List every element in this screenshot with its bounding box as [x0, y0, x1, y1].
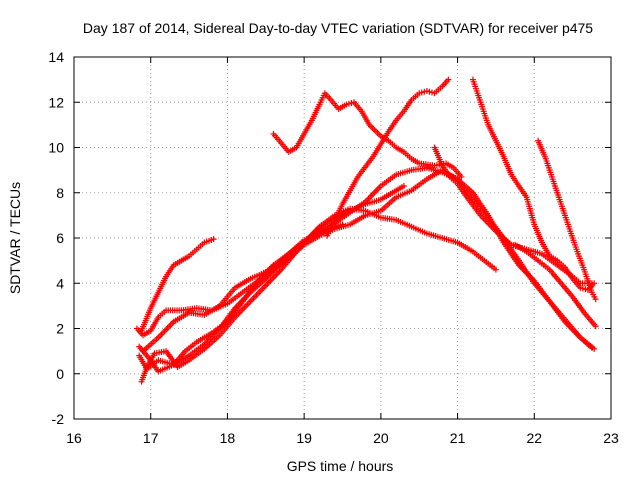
- y-tick-label: 2: [56, 321, 64, 337]
- x-tick-label: 17: [143, 430, 159, 446]
- data-point: [492, 266, 499, 273]
- x-tick-label: 19: [296, 430, 312, 446]
- x-tick-label: 20: [373, 430, 389, 446]
- x-tick-label: 18: [220, 430, 236, 446]
- y-tick-label: 8: [56, 185, 64, 201]
- data-point: [591, 345, 598, 352]
- chart-title: Day 187 of 2014, Sidereal Day-to-day VTE…: [83, 20, 593, 36]
- x-axis-label: GPS time / hours: [287, 458, 394, 474]
- data-point: [400, 182, 407, 189]
- series-track-1: [138, 236, 217, 334]
- data-point: [592, 296, 599, 303]
- data-point: [458, 173, 465, 180]
- y-tick-label: 12: [48, 94, 64, 110]
- data-point: [591, 280, 598, 287]
- data-point: [592, 323, 599, 330]
- y-tick-label: -2: [52, 411, 65, 427]
- series-track-10: [469, 76, 598, 294]
- x-tick-label: 16: [66, 430, 82, 446]
- series-track-12: [512, 241, 599, 330]
- x-tick-label: 23: [603, 430, 619, 446]
- data-point: [445, 76, 452, 83]
- series-track-3: [136, 164, 598, 373]
- series-track-6: [140, 221, 346, 355]
- data-point: [210, 236, 217, 243]
- y-tick-label: 10: [48, 140, 64, 156]
- x-tick-label: 22: [526, 430, 542, 446]
- series-track-8: [324, 76, 452, 239]
- x-tick-label: 21: [450, 430, 466, 446]
- data-markers: [133, 76, 599, 385]
- y-tick-label: 6: [56, 230, 64, 246]
- series-track-9: [431, 144, 595, 287]
- y-axis-label: SDTVAR / TECUs: [7, 182, 23, 294]
- y-tick-label: 0: [56, 366, 64, 382]
- y-tick-label: 4: [56, 275, 64, 291]
- grid-lines: [74, 57, 611, 419]
- axis-ticks: 16 17 18 19 20 21 22 23 -2 0 2 4 6 8 10 12 14: [48, 49, 619, 446]
- series-track-11: [535, 137, 599, 303]
- y-tick-label: 14: [48, 49, 64, 65]
- data-point: [339, 221, 346, 228]
